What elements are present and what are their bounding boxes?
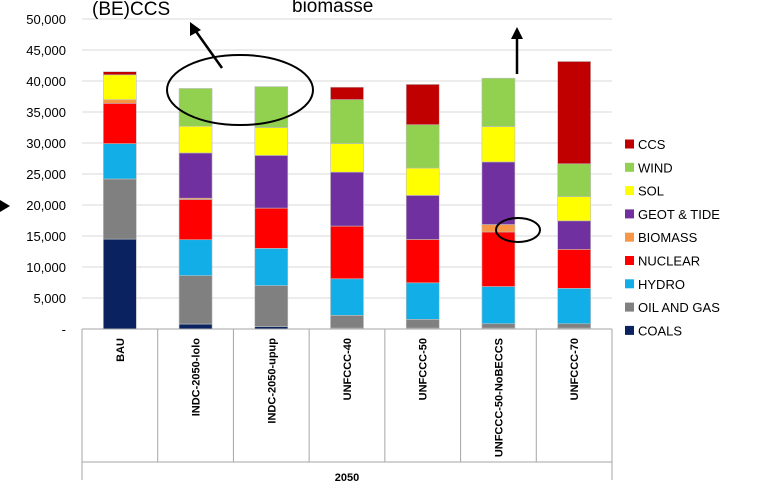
y-tick-label: 35,000: [26, 105, 66, 120]
bars: [103, 61, 591, 330]
y-tick-label: 5,000: [33, 291, 66, 306]
bar-segment: [405, 195, 440, 240]
y-tick-label: -: [62, 322, 66, 337]
annotations: (BE)CCS biomasse: [0, 0, 541, 243]
bar-segment: [330, 225, 364, 280]
bar-segment: [330, 171, 364, 227]
legend-swatch: [625, 302, 634, 312]
category-label: UNFCCC-50: [418, 338, 430, 400]
legend: CCS WIND SOL GEOT & TIDE BIOMASS NUCLEAR HYDRO…: [625, 137, 720, 338]
bar-segment: [254, 127, 289, 156]
bar-segment: [330, 86, 364, 100]
bar-segment: [405, 319, 440, 329]
y-tick-label: 50,000: [26, 12, 66, 27]
bar-segment: [254, 86, 289, 128]
bar-segment: [178, 125, 213, 154]
bar-segment: [405, 282, 440, 320]
bar-segment: [103, 99, 137, 104]
legend-label: SOL: [638, 184, 664, 199]
bar-segment: [405, 124, 440, 169]
legend-swatch: [625, 256, 634, 265]
bar-segment: [178, 239, 213, 276]
category-label: UNFCCC-50-NoBECCS: [493, 338, 505, 457]
y-tick-label: 25,000: [26, 167, 66, 182]
x-group-label: 2050: [335, 472, 359, 484]
bar-segment: [481, 286, 516, 325]
arrow-head-left: [190, 22, 201, 36]
bar-segment: [481, 231, 516, 287]
bar-segment: [557, 163, 591, 197]
bar-segment: [103, 74, 137, 100]
bar-segment: [481, 323, 516, 329]
legend-swatch: [625, 325, 634, 335]
legend-label: BIOMASS: [638, 230, 698, 245]
legend-swatch: [625, 279, 634, 289]
bar-segment: [178, 88, 213, 127]
legend-label: CCS: [638, 137, 666, 152]
bar-segment: [557, 61, 591, 165]
y-tick-label: 45,000: [26, 43, 66, 58]
bar-segment: [405, 167, 440, 196]
y-tick-label: 10,000: [26, 260, 66, 275]
bar-segment: [330, 143, 364, 173]
bar-segment: [103, 178, 137, 240]
bar-segment: [103, 143, 137, 180]
legend-swatch: [625, 232, 634, 242]
legend-label: COALS: [638, 323, 682, 338]
legend-label: NUCLEAR: [638, 254, 700, 269]
x-axis: 2050: [81, 328, 613, 484]
y-axis-ticks: - 5,000 10,000 15,000 20,000 25,000 30,000 35,0…: [26, 12, 66, 337]
bar-segment: [178, 152, 213, 199]
bar-segment: [481, 126, 516, 163]
bar-segment: [481, 161, 516, 225]
legend-label: WIND: [638, 160, 673, 175]
legend-swatch: [625, 162, 634, 172]
bar-segment: [103, 71, 137, 76]
bar-segment: [178, 275, 213, 325]
bar-segment: [178, 323, 213, 330]
bar-segment: [557, 288, 591, 325]
y-tick-label: 40,000: [26, 74, 66, 89]
category-label: INDC-2050-lolo: [191, 338, 203, 417]
annotation-beccs: (BE)CCS: [92, 0, 170, 20]
bar-segment: [103, 103, 137, 144]
annotation-biomasse: biomasse: [292, 0, 373, 17]
arrow-line-left: [193, 29, 224, 69]
bar-segment: [178, 199, 213, 241]
bar-segment: [330, 315, 364, 329]
category-label: INDC-2050-upup: [266, 338, 278, 424]
bar-segment: [254, 207, 289, 249]
bar-segment: [330, 278, 364, 316]
bar-segment: [557, 249, 591, 289]
category-label: UNFCCC-70: [569, 338, 581, 400]
bar-segment: [557, 323, 591, 329]
y-tick-label: 15,000: [26, 229, 66, 244]
category-label: BAU: [115, 338, 127, 362]
y-tick-label: 20,000: [26, 198, 66, 213]
legend-label: HYDRO: [638, 277, 685, 292]
bar-segment: [405, 239, 440, 284]
bar-segment: [557, 196, 591, 222]
highlight-ellipse-indc: [166, 54, 314, 126]
arrow-head-right: [511, 27, 523, 39]
y-tick-label: 30,000: [26, 136, 66, 151]
legend-swatch: [625, 139, 634, 149]
legend-label: OIL AND GAS: [638, 300, 720, 315]
bar-segment: [254, 285, 289, 327]
bar-segment: [330, 99, 364, 144]
legend-swatch: [625, 186, 634, 196]
legend-label: GEOT & TIDE: [638, 207, 720, 222]
bar-segment: [405, 84, 440, 126]
bar-segment: [254, 248, 289, 286]
legend-swatch: [625, 209, 634, 219]
bar-segment: [103, 238, 137, 330]
bar-segment: [254, 155, 289, 209]
category-label: UNFCCC-40: [342, 338, 354, 400]
bar-segment: [481, 77, 516, 127]
highlight-ellipse-biomass: [495, 217, 541, 243]
arrow-head-edge: [0, 200, 10, 212]
category-labels: BAU INDC-2050-lolo INDC-2050-upup UNFCCC-40…: [115, 338, 581, 457]
bar-segment: [557, 220, 591, 250]
